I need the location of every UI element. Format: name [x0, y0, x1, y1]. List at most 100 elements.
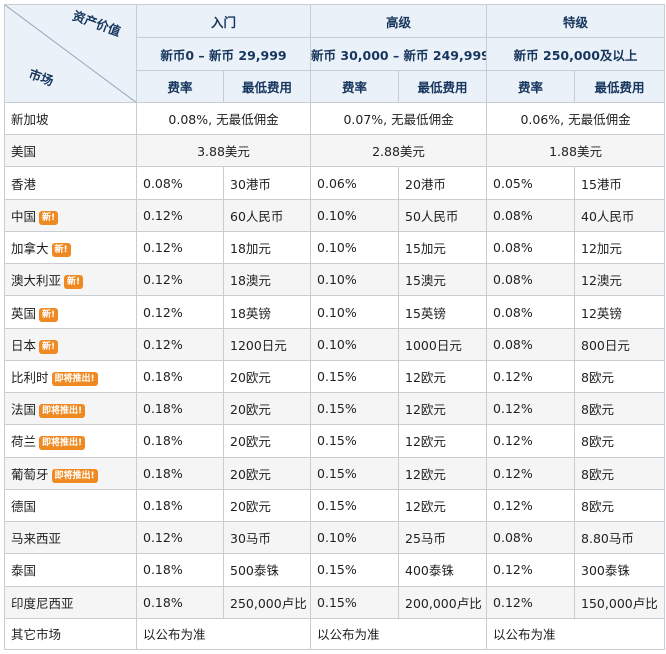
rate-cell: 0.18%	[136, 585, 224, 619]
tier-range-entry: 新币0 – 新币 29,999	[135, 37, 312, 71]
min-fee-cell: 30港币	[222, 166, 312, 200]
min-fee-cell: 300泰铢	[574, 553, 666, 587]
market-cell: 荷兰 即将推出!	[4, 424, 137, 458]
fee-cell: 以公布为准	[310, 617, 488, 651]
fee-cell: 1.88美元	[486, 134, 666, 168]
status-badge: 即将推出!	[39, 404, 86, 419]
table-row: 美国 3.88美元 2.88美元 1.88美元	[4, 134, 666, 168]
rate-cell: 0.06%	[310, 166, 400, 200]
min-fee-cell: 12加元	[574, 230, 666, 265]
market-name: 香港	[11, 176, 37, 192]
rate-cell: 0.15%	[310, 359, 400, 394]
rate-cell: 0.10%	[310, 521, 400, 555]
table-row: 新加坡 0.08%, 无最低佣金 0.07%, 无最低佣金 0.06%, 无最低…	[4, 101, 666, 136]
table-row: 中国 新! 0.12% 60人民币 0.10% 50人民币 0.08% 40人民币	[4, 198, 666, 232]
table-row: 其它市场 以公布为准 以公布为准 以公布为准	[4, 617, 666, 651]
market-cell: 中国 新!	[4, 198, 137, 232]
min-fee-cell: 1000日元	[398, 327, 488, 361]
market-name: 其它市场	[4, 617, 137, 651]
min-fee-cell: 18英镑	[222, 295, 312, 329]
min-fee-cell: 200,000卢比	[398, 585, 488, 619]
table-row: 澳大利亚 新! 0.12% 18澳元 0.10% 15澳元 0.08% 12澳元	[4, 263, 666, 297]
market-cell: 法国 即将推出!	[4, 392, 137, 426]
min-fee-cell: 150,000卢比	[574, 585, 666, 619]
market-name: 比利时	[11, 369, 49, 385]
min-fee-cell: 20欧元	[222, 456, 312, 490]
market-name: 中国	[11, 208, 37, 224]
rate-cell: 0.12%	[136, 263, 224, 297]
min-fee-cell: 8欧元	[574, 456, 666, 490]
market-cell: 比利时 即将推出!	[4, 359, 137, 394]
fee-cell: 3.88美元	[135, 134, 312, 168]
market-name: 美国	[4, 134, 137, 168]
min-fee-cell: 15港币	[574, 166, 666, 200]
min-fee-cell: 12欧元	[398, 456, 488, 490]
rate-cell: 0.18%	[136, 359, 224, 394]
market-name: 德国	[11, 498, 37, 514]
min-fee-cell: 20欧元	[222, 392, 312, 426]
rate-cell: 0.15%	[310, 424, 400, 458]
market-name: 荷兰	[11, 434, 37, 450]
market-cell: 澳大利亚 新!	[4, 263, 137, 297]
col-min-fee-header: 最低费用	[398, 70, 488, 103]
min-fee-cell: 20欧元	[222, 424, 312, 458]
market-cell: 日本 新!	[4, 327, 137, 361]
col-rate-header: 费率	[310, 70, 400, 103]
table-row: 德国 0.18% 20欧元 0.15% 12欧元 0.12% 8欧元	[4, 488, 666, 523]
market-cell: 葡萄牙 即将推出!	[4, 456, 137, 490]
min-fee-cell: 250,000卢比	[222, 585, 312, 619]
status-badge: 新!	[51, 243, 71, 258]
min-fee-cell: 18澳元	[222, 263, 312, 297]
rate-cell: 0.12%	[486, 392, 576, 426]
rate-cell: 0.18%	[136, 424, 224, 458]
status-badge: 新!	[39, 210, 59, 225]
table-row: 葡萄牙 即将推出! 0.18% 20欧元 0.15% 12欧元 0.12% 8欧元	[4, 456, 666, 490]
market-cell: 德国	[4, 488, 137, 523]
fee-table: 资产价值 市场 入门 高级 特级 新币0 – 新币 29,999 新币 30,0…	[4, 4, 666, 651]
rate-cell: 0.12%	[486, 456, 576, 490]
rate-cell: 0.18%	[136, 392, 224, 426]
rate-cell: 0.12%	[486, 553, 576, 587]
rate-cell: 0.08%	[486, 295, 576, 329]
rate-cell: 0.15%	[310, 553, 400, 587]
table-row: 加拿大 新! 0.12% 18加元 0.10% 15加元 0.08% 12加元	[4, 230, 666, 265]
table-row: 英国 新! 0.12% 18英镑 0.10% 15英镑 0.08% 12英镑	[4, 295, 666, 329]
rate-cell: 0.12%	[136, 230, 224, 265]
market-name: 葡萄牙	[11, 466, 49, 482]
table-row: 荷兰 即将推出! 0.18% 20欧元 0.15% 12欧元 0.12% 8欧元	[4, 424, 666, 458]
min-fee-cell: 8欧元	[574, 488, 666, 523]
tier-range-premium: 新币 30,000 – 新币 249,999	[310, 37, 488, 71]
min-fee-cell: 15加元	[398, 230, 488, 265]
market-name: 马来西亚	[11, 531, 62, 547]
min-fee-cell: 50人民币	[398, 198, 488, 232]
min-fee-cell: 20欧元	[222, 359, 312, 394]
status-badge: 新!	[39, 307, 59, 322]
rate-cell: 0.15%	[310, 456, 400, 490]
table-row: 法国 即将推出! 0.18% 20欧元 0.15% 12欧元 0.12% 8欧元	[4, 392, 666, 426]
market-name: 日本	[11, 337, 37, 353]
rate-cell: 0.10%	[310, 263, 400, 297]
min-fee-cell: 8欧元	[574, 424, 666, 458]
min-fee-cell: 12英镑	[574, 295, 666, 329]
market-name: 新加坡	[4, 101, 137, 136]
min-fee-cell: 400泰铢	[398, 553, 488, 587]
rate-cell: 0.08%	[486, 263, 576, 297]
rate-cell: 0.18%	[136, 456, 224, 490]
min-fee-cell: 20港币	[398, 166, 488, 200]
min-fee-cell: 1200日元	[222, 327, 312, 361]
min-fee-cell: 500泰铢	[222, 553, 312, 587]
col-rate-header: 费率	[486, 70, 576, 103]
min-fee-cell: 12欧元	[398, 392, 488, 426]
min-fee-cell: 800日元	[574, 327, 666, 361]
market-name: 印度尼西亚	[11, 595, 74, 611]
market-cell: 印度尼西亚	[4, 585, 137, 619]
min-fee-cell: 60人民币	[222, 198, 312, 232]
rate-cell: 0.10%	[310, 230, 400, 265]
market-cell: 英国 新!	[4, 295, 137, 329]
tier-name-entry: 入门	[135, 4, 312, 38]
rate-cell: 0.10%	[310, 295, 400, 329]
min-fee-cell: 8欧元	[574, 359, 666, 394]
col-min-fee-header: 最低费用	[222, 70, 312, 103]
market-name: 英国	[11, 305, 37, 321]
min-fee-cell: 20欧元	[222, 488, 312, 523]
